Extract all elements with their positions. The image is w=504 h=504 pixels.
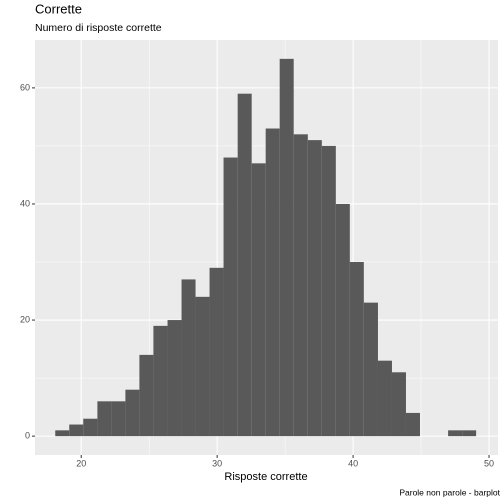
bar <box>209 267 224 437</box>
bar <box>69 424 84 437</box>
bar <box>55 430 70 437</box>
bar <box>167 320 182 437</box>
x-tick-label: 50 <box>484 458 494 468</box>
bar <box>125 389 140 437</box>
bar <box>111 401 126 437</box>
bar <box>448 430 463 437</box>
bar <box>377 360 392 437</box>
bar <box>391 372 406 437</box>
bar <box>195 296 210 437</box>
y-tick-label: 60 <box>20 82 30 92</box>
bar <box>97 401 112 437</box>
chart-subtitle: Numero di risposte corrette <box>35 22 162 34</box>
bar <box>349 262 364 437</box>
bar <box>293 134 308 437</box>
bar <box>462 430 477 437</box>
bar <box>83 418 98 437</box>
bar <box>321 145 336 437</box>
bar <box>405 412 420 437</box>
bar <box>237 93 252 437</box>
x-tick-label: 40 <box>348 458 358 468</box>
bar <box>153 325 168 437</box>
y-tick-label: 40 <box>20 198 30 208</box>
caption: Parole non parole - barplot <box>399 487 500 497</box>
y-tick-label: 20 <box>20 314 30 324</box>
y-tick-label: 0 <box>25 431 30 441</box>
x-tick-label: 20 <box>76 458 86 468</box>
bar <box>335 203 350 437</box>
chart-title: Corrette <box>35 1 82 16</box>
bar <box>279 58 294 437</box>
bar <box>181 279 196 437</box>
x-axis-label: Risposte corrette <box>224 471 307 483</box>
bar <box>363 302 378 437</box>
bar <box>139 354 154 437</box>
bar <box>251 163 266 437</box>
bar <box>307 140 322 437</box>
bar <box>265 128 280 437</box>
bar <box>223 157 238 437</box>
x-tick-label: 30 <box>212 458 222 468</box>
